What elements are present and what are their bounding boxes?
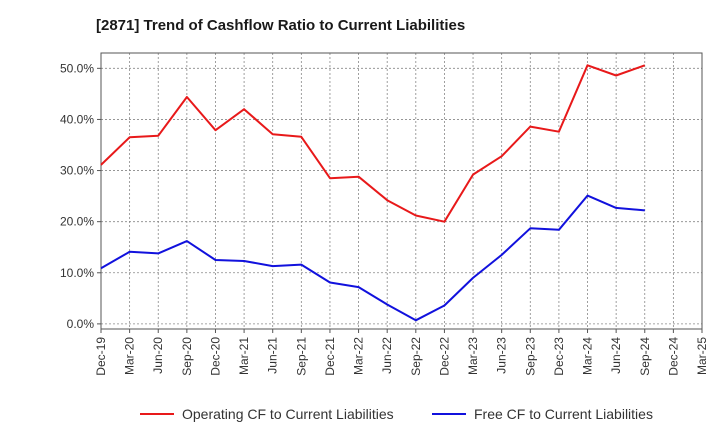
x-tick-label: Mar-25 — [695, 337, 709, 375]
x-tick-label: Jun-20 — [151, 337, 165, 374]
y-tick-label: 20.0% — [60, 215, 94, 229]
x-tick-label: Jun-24 — [609, 337, 623, 374]
y-tick-label: 40.0% — [60, 112, 94, 126]
y-tick-label: 50.0% — [60, 61, 94, 75]
x-tick-label: Sep-24 — [638, 337, 652, 376]
x-tick-label: Sep-23 — [523, 337, 537, 376]
series-lines — [100, 64, 646, 322]
plot-area — [100, 52, 703, 330]
legend-label: Free CF to Current Liabilities — [474, 406, 653, 422]
x-tick-label: Dec-24 — [666, 337, 680, 376]
series-line-free-cf — [100, 194, 645, 322]
x-axis: Dec-19 Mar-20 Jun-20 Sep-20 Dec-20 Mar-21 Jun-… — [94, 329, 709, 376]
x-tick-label: Mar-22 — [352, 337, 366, 375]
x-tick-label: Mar-24 — [581, 337, 595, 375]
x-tick-label: Jun-22 — [380, 337, 394, 374]
x-tick-label: Mar-23 — [466, 337, 480, 375]
legend: Operating CF to Current Liabilities Free … — [140, 406, 653, 422]
x-tick-label: Dec-23 — [552, 337, 566, 376]
chart-title: [2871] Trend of Cashflow Ratio to Curren… — [96, 17, 465, 34]
x-tick-label: Sep-20 — [180, 337, 194, 376]
y-tick-label: 0.0% — [67, 317, 95, 331]
x-tick-label: Jun-21 — [266, 337, 280, 374]
y-tick-label: 30.0% — [60, 164, 94, 178]
x-tick-label: Dec-19 — [94, 337, 108, 376]
series-line-operating-cf — [100, 64, 646, 223]
x-tick-label: Dec-22 — [437, 337, 451, 376]
y-axis: 0.0% 10.0% 20.0% 30.0% 40.0% 50.0% — [60, 61, 101, 331]
x-tick-label: Sep-21 — [294, 337, 308, 376]
x-tick-label: Sep-22 — [409, 337, 423, 376]
x-tick-label: Mar-20 — [123, 337, 137, 375]
x-tick-label: Mar-21 — [237, 337, 251, 375]
y-tick-label: 10.0% — [60, 266, 94, 280]
legend-label: Operating CF to Current Liabilities — [182, 406, 394, 422]
x-tick-label: Dec-20 — [208, 337, 222, 376]
x-tick-label: Jun-23 — [495, 337, 509, 374]
x-tick-label: Dec-21 — [323, 337, 337, 376]
grid-lines — [100, 53, 703, 329]
